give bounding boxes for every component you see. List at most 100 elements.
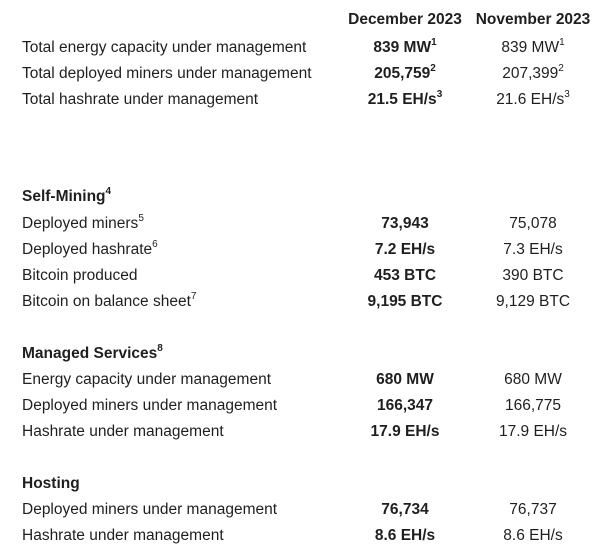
december-value: 680 MW	[340, 369, 470, 391]
november-value-text: 8.6 EH/s	[503, 527, 563, 544]
summary-row: Total hashrate under management 21.5 EH/s…	[0, 89, 607, 111]
november-value: 680 MW	[468, 369, 598, 391]
december-value: 8.6 EH/s	[340, 525, 470, 547]
november-value: 207,3992	[468, 63, 598, 85]
december-value: 166,347	[340, 395, 470, 417]
row-label: Hashrate under management	[22, 525, 224, 547]
row-label-text: Bitcoin produced	[22, 267, 138, 284]
row-label-text: Total hashrate under management	[22, 91, 259, 108]
section-title-footnote: 8	[157, 342, 163, 354]
november-value: 7.3 EH/s	[468, 239, 598, 261]
november-value-text: 75,078	[509, 215, 557, 232]
november-value: 17.9 EH/s	[468, 421, 598, 443]
section-row: Deployed miners under management 166,347 1…	[0, 395, 607, 417]
november-value: 839 MW1	[468, 37, 598, 59]
row-label: Deployed miners5	[22, 213, 144, 235]
november-value: 21.6 EH/s3	[468, 89, 598, 111]
november-value-text: 76,737	[509, 501, 557, 518]
section-title-text: Managed Services	[22, 345, 158, 362]
november-value-text: 839 MW	[501, 39, 560, 56]
december-value: 73,943	[340, 213, 470, 235]
section-title-text: Self-Mining	[22, 188, 106, 205]
december-value: 839 MW1	[340, 37, 470, 59]
section-row: Hashrate under management 8.6 EH/s 8.6 EH/…	[0, 525, 607, 547]
section-title: Self-Mining4	[22, 186, 111, 208]
row-label-text: Deployed miners under management	[22, 397, 278, 414]
november-value: 9,129 BTC	[468, 291, 598, 313]
november-value-text: 21.6 EH/s	[496, 91, 565, 108]
december-value-footnote: 2	[430, 62, 436, 74]
column-header-december: December 2023	[348, 11, 462, 28]
row-label: Total deployed miners under management	[22, 63, 312, 85]
column-header-november: November 2023	[475, 11, 591, 28]
november-value-text: 207,399	[502, 65, 559, 82]
row-label-text: Deployed miners under management	[22, 501, 278, 518]
december-value-text: 680 MW	[376, 371, 434, 388]
november-value: 390 BTC	[468, 265, 598, 287]
summary-row: Total energy capacity under management 83…	[0, 37, 607, 59]
row-label-footnote: 7	[190, 290, 197, 302]
section-row: Energy capacity under management 680 MW 68…	[0, 369, 607, 391]
row-label-text: Hashrate under management	[22, 527, 224, 544]
section-row: Deployed miners5 73,943 75,078	[0, 213, 607, 235]
december-value-text: 9,195 BTC	[367, 293, 443, 310]
section-row: Bitcoin on balance sheet7 9,195 BTC 9,129 …	[0, 291, 607, 313]
november-value-text: 9,129 BTC	[495, 293, 571, 310]
november-value-text: 166,775	[504, 397, 562, 414]
section-row: Deployed hashrate6 7.2 EH/s 7.3 EH/s	[0, 239, 607, 261]
summary-row: Total deployed miners under management 20…	[0, 63, 607, 85]
row-label-text: Total deployed miners under management	[22, 65, 312, 82]
row-label-footnote: 6	[152, 238, 158, 250]
row-label-footnote: 5	[138, 212, 144, 224]
december-value-footnote: 1	[431, 36, 437, 48]
row-label: Bitcoin on balance sheet7	[22, 291, 196, 313]
december-value-text: 205,759	[374, 65, 431, 82]
section-title: Hosting	[22, 473, 80, 495]
row-label: Energy capacity under management	[22, 369, 271, 391]
november-value-text: 680 MW	[504, 371, 562, 388]
december-value-text: 166,347	[376, 397, 434, 414]
december-value: 453 BTC	[340, 265, 470, 287]
row-label: Deployed hashrate6	[22, 239, 158, 261]
row-label: Hashrate under management	[22, 421, 224, 443]
row-label-text: Bitcoin on balance sheet	[22, 293, 191, 310]
november-value-footnote: 3	[564, 88, 570, 100]
row-label-text: Hashrate under management	[22, 423, 224, 440]
november-value: 166,775	[468, 395, 598, 417]
row-label-text: Deployed miners	[22, 215, 139, 232]
row-label-text: Energy capacity under management	[22, 371, 272, 388]
december-value-text: 73,943	[381, 215, 429, 232]
section-title-text: Hosting	[22, 475, 80, 492]
december-value: 7.2 EH/s	[340, 239, 470, 261]
december-value: 76,734	[340, 499, 470, 521]
december-value-text: 839 MW	[373, 39, 432, 56]
row-label: Bitcoin produced	[22, 265, 137, 287]
section-row: Bitcoin produced 453 BTC 390 BTC	[0, 265, 607, 287]
section-title: Managed Services8	[22, 343, 163, 365]
december-value-text: 17.9 EH/s	[370, 423, 440, 440]
december-value: 205,7592	[340, 63, 470, 85]
row-label-text: Total energy capacity under management	[22, 39, 307, 56]
december-value: 21.5 EH/s3	[340, 89, 470, 111]
november-value-footnote: 2	[558, 62, 564, 74]
november-value-footnote: 1	[559, 36, 565, 48]
row-label-text: Deployed hashrate	[22, 241, 153, 258]
december-value: 17.9 EH/s	[340, 421, 470, 443]
row-label: Total energy capacity under management	[22, 37, 306, 59]
row-label: Deployed miners under management	[22, 395, 277, 417]
november-value: 76,737	[468, 499, 598, 521]
december-value: 9,195 BTC	[340, 291, 470, 313]
november-value-text: 7.3 EH/s	[503, 241, 563, 258]
november-value-text: 17.9 EH/s	[498, 423, 568, 440]
november-value: 75,078	[468, 213, 598, 235]
row-label: Total hashrate under management	[22, 89, 258, 111]
section-title-footnote: 4	[105, 185, 112, 197]
december-value-text: 21.5 EH/s	[367, 91, 437, 108]
december-value-footnote: 3	[436, 88, 443, 100]
row-label: Deployed miners under management	[22, 499, 277, 521]
december-value-text: 7.2 EH/s	[374, 241, 436, 258]
december-value-text: 453 BTC	[373, 267, 437, 284]
december-value-text: 8.6 EH/s	[374, 527, 436, 544]
section-row: Hashrate under management 17.9 EH/s 17.9 E…	[0, 421, 607, 443]
